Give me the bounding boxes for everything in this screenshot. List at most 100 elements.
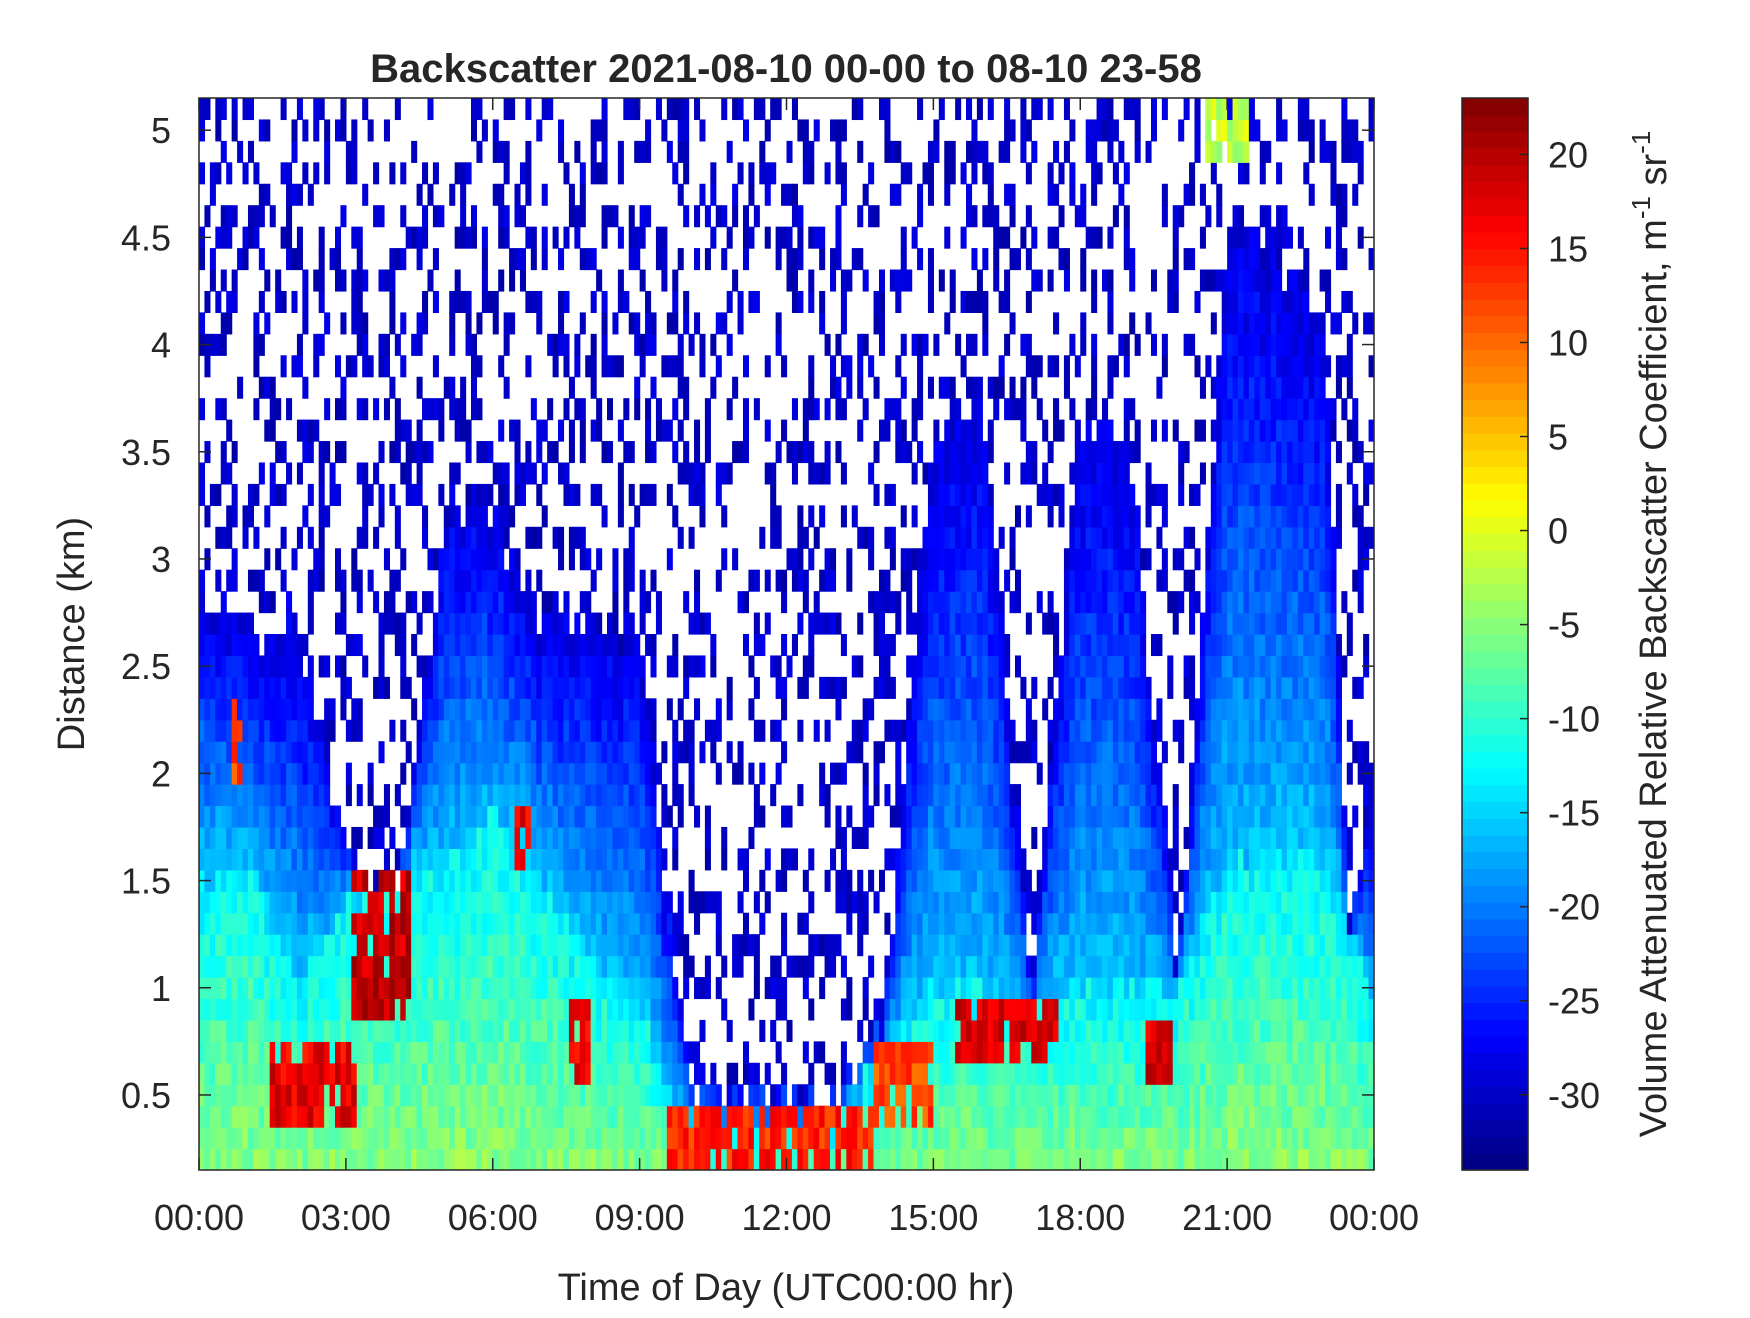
heatmap-cell	[253, 891, 260, 914]
heatmap-cell	[1042, 955, 1049, 978]
heatmap-cell	[362, 912, 369, 935]
heatmap-cell	[579, 1062, 586, 1085]
heatmap-cell	[650, 1041, 657, 1064]
heatmap-cell	[966, 1148, 973, 1170]
heatmap-cell	[628, 955, 635, 978]
heatmap-cell	[966, 526, 973, 549]
heatmap-cell	[209, 1127, 216, 1150]
heatmap-cell	[411, 977, 418, 1000]
heatmap-cell	[525, 1148, 532, 1170]
heatmap-cell	[966, 1127, 973, 1150]
heatmap-cell	[373, 1105, 380, 1128]
heatmap-cell	[291, 183, 298, 206]
heatmap-cell	[1074, 505, 1081, 528]
heatmap-cell	[1014, 1041, 1022, 1064]
heatmap-cell	[291, 612, 298, 635]
heatmap-cell	[362, 183, 369, 206]
heatmap-cell	[884, 526, 891, 549]
heatmap-cell	[884, 1062, 891, 1085]
heatmap-cell	[944, 805, 951, 828]
heatmap-cell	[547, 977, 554, 1000]
heatmap-cell	[917, 891, 924, 914]
heatmap-cell	[650, 569, 657, 592]
heatmap-cell	[530, 1062, 537, 1085]
heatmap-cell	[503, 891, 510, 914]
heatmap-cell	[253, 869, 260, 892]
heatmap-cell	[895, 741, 902, 764]
heatmap-cell	[721, 548, 728, 571]
heatmap-cell	[862, 698, 869, 721]
heatmap-cell	[558, 977, 565, 1000]
heatmap-cell	[987, 441, 994, 464]
heatmap-cell	[286, 912, 293, 935]
heatmap-cell	[1025, 119, 1032, 142]
heatmap-cell	[579, 676, 586, 699]
heatmap-cell	[677, 526, 684, 549]
heatmap-cell	[215, 869, 222, 892]
heatmap-cell	[601, 1019, 608, 1042]
heatmap-cell	[982, 1041, 989, 1064]
heatmap-cell	[519, 1019, 526, 1042]
heatmap-cell	[938, 548, 945, 571]
heatmap-cell	[1025, 698, 1032, 721]
heatmap-cell	[400, 419, 407, 442]
heatmap-cell	[949, 1019, 956, 1042]
heatmap-cell	[335, 248, 342, 271]
heatmap-cell	[601, 891, 608, 914]
heatmap-cell	[204, 998, 211, 1021]
heatmap-cell	[405, 591, 412, 614]
heatmap-cell	[846, 548, 853, 571]
heatmap-cell	[721, 998, 728, 1021]
heatmap-cell	[933, 741, 940, 764]
heatmap-cell	[525, 934, 532, 957]
heatmap-cell	[585, 741, 592, 764]
heatmap-cell	[1047, 1062, 1054, 1085]
heatmap-cell	[530, 1019, 537, 1042]
heatmap-cell	[509, 741, 516, 764]
heatmap-cell	[634, 977, 641, 1000]
heatmap-cell	[373, 398, 380, 421]
heatmap-cell	[269, 1105, 276, 1128]
heatmap-cell	[1042, 977, 1049, 1000]
heatmap-cell	[280, 698, 287, 721]
heatmap-cell	[1047, 505, 1054, 528]
heatmap-cell	[1047, 912, 1054, 935]
heatmap-cell	[655, 398, 662, 421]
heatmap-cell	[443, 634, 450, 657]
heatmap-cell	[280, 655, 287, 678]
heatmap-cell	[1091, 741, 1098, 764]
heatmap-cell	[503, 140, 510, 163]
heatmap-cell	[335, 569, 342, 592]
heatmap-cell	[966, 1019, 973, 1042]
heatmap-cell	[889, 591, 896, 614]
heatmap-cell	[1091, 355, 1098, 378]
heatmap-cell	[220, 891, 227, 914]
heatmap-cell	[269, 1062, 276, 1085]
heatmap-cell	[487, 719, 494, 742]
heatmap-cell	[362, 1127, 369, 1150]
heatmap-cell	[900, 441, 907, 464]
heatmap-cell	[895, 419, 902, 442]
heatmap-cell	[269, 977, 276, 1000]
heatmap-cell	[781, 848, 788, 871]
heatmap-cell	[808, 162, 815, 185]
heatmap-cell	[356, 1062, 363, 1085]
heatmap-cell	[519, 719, 526, 742]
heatmap-cell	[922, 1148, 929, 1170]
heatmap-cell	[612, 719, 619, 742]
heatmap-cell	[873, 612, 880, 635]
heatmap-cell	[476, 698, 483, 721]
heatmap-cell	[976, 634, 983, 657]
heatmap-cell	[1020, 912, 1027, 935]
heatmap-cell	[737, 1148, 744, 1170]
heatmap-cell	[275, 1041, 282, 1064]
heatmap-cell	[383, 805, 390, 828]
heatmap-cell	[721, 98, 728, 121]
heatmap-cell	[247, 1041, 254, 1064]
heatmap-cell	[487, 634, 494, 657]
heatmap-cell	[982, 333, 989, 356]
heatmap-cell	[291, 1148, 298, 1170]
heatmap-cell	[830, 355, 837, 378]
heatmap-cell	[1025, 333, 1032, 356]
heatmap-cell	[791, 462, 798, 485]
